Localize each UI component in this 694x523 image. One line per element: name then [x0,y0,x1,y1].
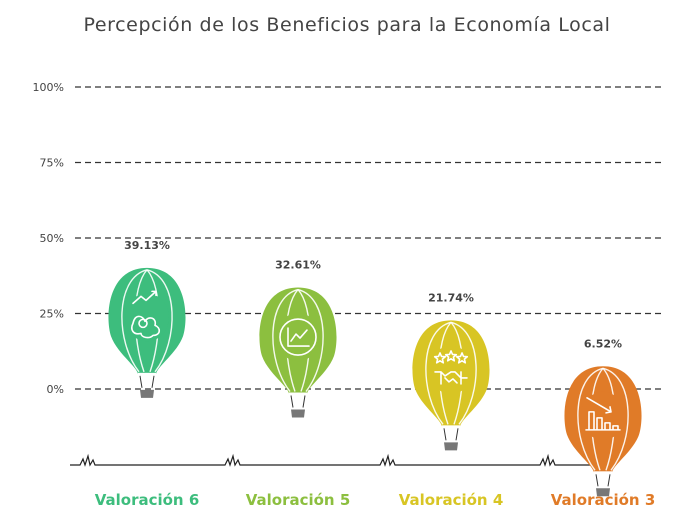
balloon-rope [290,395,306,408]
balloon-gore [602,367,629,471]
balloon-gore [425,321,452,425]
growth-chart-icon [125,290,169,342]
y-tick-label: 25% [40,308,64,321]
x-category-label: Valoración 5 [246,491,351,509]
stars-handshake-icon [429,345,473,394]
balloon-rope [139,375,155,388]
balloon-bar: 32.61% [259,259,337,418]
data-label: 39.13% [124,239,170,252]
data-label: 6.52% [584,337,622,350]
balloon-gore [577,367,604,471]
balloon-basket [140,389,154,398]
balloon-skirt [442,425,460,429]
balloon-rope [595,474,611,487]
balloon-skirt [289,392,307,396]
balloon-gore [297,288,324,392]
data-label: 21.74% [428,291,474,304]
balloon-bar: 39.13% [108,239,186,398]
balloon-rope [443,428,459,441]
ground-line [70,453,600,467]
y-tick-label: 100% [33,81,64,94]
x-category-label: Valoración 3 [551,491,656,509]
balloon-skirt [594,471,612,475]
chart-title: Percepción de los Beneficios para la Eco… [83,14,610,36]
data-label: 32.61% [275,259,321,272]
x-category-label: Valoración 4 [399,491,504,509]
y-tick-label: 75% [40,157,64,170]
balloon-gore [450,321,477,425]
balloon-basket [291,409,305,418]
balloon-basket [444,442,458,451]
y-tick-label: 0% [47,383,64,396]
balloon-gore [121,269,148,373]
balloon-basket [596,488,610,497]
balloon-bar: 21.74% [412,291,490,451]
line-chart-icon [276,313,320,362]
x-category-label: Valoración 6 [95,491,200,509]
y-tick-label: 50% [40,232,64,245]
balloon-skirt [138,372,156,376]
declining-bar-chart-icon [581,391,625,440]
balloon-gore [146,269,173,373]
balloon-bar: 6.52% [564,337,642,497]
balloon-gore [272,288,299,392]
